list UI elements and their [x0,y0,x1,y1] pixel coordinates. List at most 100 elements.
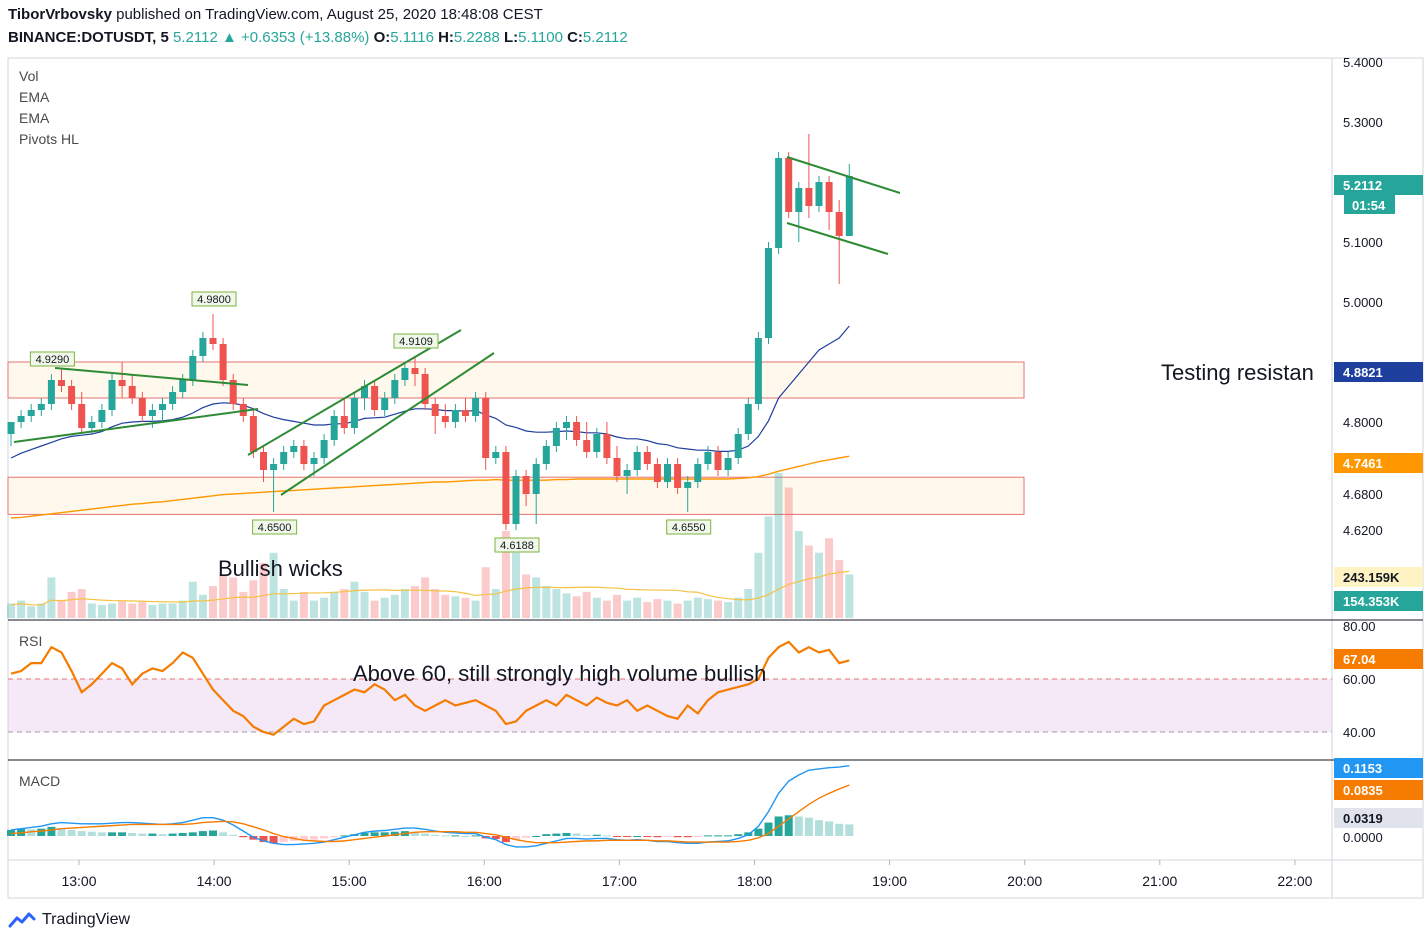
price-tag [1334,591,1423,611]
candle-body [98,410,106,422]
candle-body [68,386,76,404]
candle-body [775,158,783,248]
macd-value-tag [1334,758,1423,778]
symbol-name[interactable]: BINANCE:DOTUSDT, 5 [8,29,169,46]
macd-histogram-bar [552,833,561,836]
macd-histogram-bar [219,832,228,836]
candle-body [492,452,500,458]
pivot-label-box [252,519,298,535]
candle-body [159,404,166,410]
candle-body [734,434,742,458]
rsi-value-label: 67.04 [1343,652,1376,667]
macd-histogram-bar [411,831,419,836]
candle-body [664,464,671,482]
volume-bar [804,545,813,618]
volume-bar [269,552,278,618]
macd-histogram-bar [239,836,248,838]
time-axis-label: 22:00 [1277,873,1312,889]
macd-histogram-bar [815,820,823,836]
volume-bar [138,602,147,618]
macd-histogram-bar [714,835,722,837]
macd-histogram-bar [188,832,197,836]
candle-body [603,434,611,458]
macd-histogram-bar [441,835,450,837]
candle-body [724,458,732,470]
author-name[interactable]: TiborVrbovsky [8,6,112,23]
candle-body [350,398,358,428]
volume-bar [784,487,793,618]
volume-bar [340,589,349,618]
candle-body [270,464,278,470]
macd-histogram-bar [673,836,682,838]
rsi-title: RSI [19,633,42,649]
open-value: 5.1116 [390,29,434,46]
candle-body [704,452,712,464]
volume-bar [259,562,268,618]
volume-bar [461,597,470,618]
last-price: 5.2112 [173,29,218,46]
volume-bar [623,600,632,618]
price-axis-label: 5.4000 [1343,55,1383,70]
pivot-label-box [393,333,439,349]
macd-histogram-bar [623,836,632,837]
macd-histogram-bar [299,836,308,841]
annotation-testing-resistance: Testing resistan [1161,360,1314,385]
tradingview-footer[interactable]: TradingView [8,906,130,934]
volume-bar [299,591,308,618]
volume-bar [602,600,611,618]
volume-bar [168,603,177,618]
volume-bar [87,603,96,618]
indicator-legend-item: Pivots HL [19,131,79,147]
flag-lower-line [786,222,889,255]
candle-body [381,398,389,410]
volume-bar [744,589,753,618]
pivot-label: 4.6550 [672,522,706,534]
macd-histogram-bar [108,832,116,836]
volume-bar [633,597,642,618]
publish-info: published on TradingView.com, August 25,… [116,6,543,23]
macd-histogram-bar [784,815,793,836]
candle-body [310,458,318,464]
volume-bar [774,473,783,618]
volume-bar [178,600,187,618]
candle-body [441,416,449,422]
volume-bar [532,577,541,618]
macd-histogram-bar [178,832,187,836]
macd-histogram-bar [613,836,621,837]
volume-bar [330,591,339,618]
candle-body [744,404,752,434]
candle-body [623,470,631,476]
macd-histogram-bar [804,817,813,836]
time-axis-label: 17:00 [602,873,637,889]
macd-histogram-bar [703,835,712,837]
macd-histogram-bar [501,836,510,843]
macd-histogram-bar [37,828,46,836]
candle-body [542,446,550,464]
close-label: C: [567,29,583,46]
volume-bar [239,591,248,618]
candle-body [694,464,702,482]
time-axis-label: 14:00 [197,873,232,889]
macd-histogram-bar [461,836,470,837]
candle-body [583,440,591,452]
candle-body [845,176,853,236]
macd-histogram-bar [390,831,399,836]
time-axis-label: 16:00 [467,873,502,889]
volume-bar [815,552,823,618]
candle-body [17,416,25,422]
pivot-label-box [494,537,540,553]
pivot-label: 4.6188 [500,540,534,552]
candle-body [260,452,267,470]
macd-value-label: 0.0319 [1343,811,1383,826]
close-value: 5.2112 [582,29,628,46]
volume-bar [47,577,56,618]
price-axis-label: 5.0000 [1343,295,1383,310]
macd-histogram-bar [451,835,460,837]
candle-body [7,422,15,434]
time-axis-label: 21:00 [1142,873,1177,889]
macd-histogram-bar [683,836,692,838]
price-tag [1334,453,1423,473]
candle-body [825,182,833,212]
candle-body [805,188,813,206]
